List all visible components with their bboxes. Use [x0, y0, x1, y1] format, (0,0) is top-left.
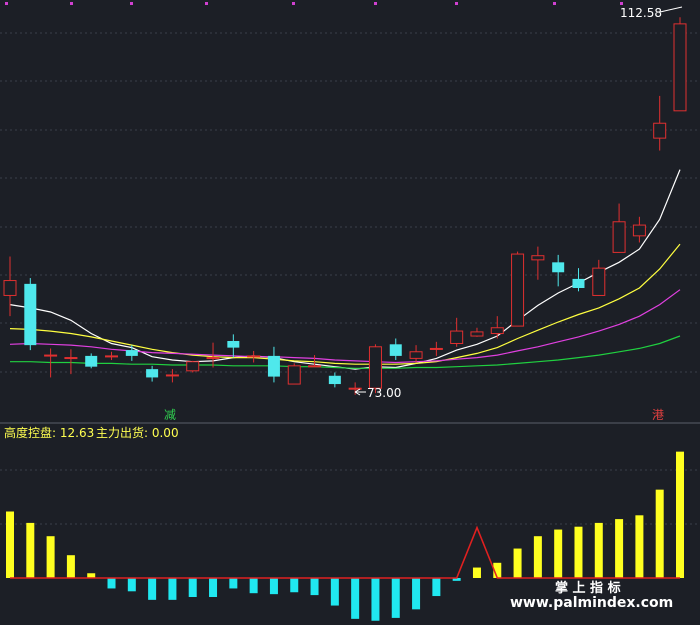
indicator-bar-positive [676, 451, 684, 578]
indicator-bar-negative [209, 578, 218, 597]
top-dot [130, 2, 133, 5]
indicator-bar-negative [229, 578, 238, 589]
indicator-bar-negative [330, 578, 339, 606]
indicator-bar-positive [615, 519, 624, 578]
indicator-bar-positive [46, 536, 55, 578]
top-dot [5, 2, 8, 5]
indicator-bar-positive [87, 573, 96, 578]
indicator-bar-negative [391, 578, 400, 618]
indicator-bar-negative [310, 578, 319, 596]
indicator-bar-negative [107, 578, 116, 589]
candle-body-up [450, 330, 464, 344]
moving-average-lines [9, 169, 681, 370]
candle-body-up [308, 365, 322, 368]
indicator-legend-out: 主力出货: 0.00 [96, 425, 179, 440]
candle-body-up [632, 224, 646, 237]
indicator-legend-name: 高度控盘: 12.63 [4, 425, 94, 440]
candle-body-up [531, 255, 545, 261]
ma-line [9, 243, 681, 365]
ma-line [9, 289, 681, 364]
low-price-label: 73.00 [367, 386, 401, 400]
marker-left-text: 减 [164, 408, 176, 422]
indicator-bar-negative [432, 578, 441, 597]
indicator-bar-positive [513, 548, 522, 578]
indicator-bar-negative [452, 578, 461, 581]
grid-lines [0, 32, 700, 525]
indicator-bar-negative [148, 578, 157, 600]
signal-line [10, 525, 680, 579]
indicator-bar-negative [249, 578, 258, 594]
indicator-bar-positive [594, 522, 603, 578]
indicator-bar-positive [493, 562, 502, 578]
candle-body-up [612, 221, 626, 253]
candle-body-up [673, 23, 687, 112]
candle-body-up [165, 374, 179, 377]
top-dot [70, 2, 73, 5]
indicator-bar-negative [351, 578, 360, 619]
candle-body-up [64, 357, 78, 360]
candle-body-up [247, 355, 261, 358]
ma-line [9, 169, 681, 370]
indicator-bar-negative [371, 578, 380, 621]
indicator-bar-negative [188, 578, 197, 597]
candle-body-down [125, 350, 138, 356]
candle-body-down [328, 375, 341, 385]
candle-body-down [552, 262, 565, 273]
candle-body-up [186, 361, 200, 372]
candle-body-up [409, 351, 423, 359]
candle-body-up [429, 347, 443, 350]
top-dot [620, 2, 623, 5]
candle-body-up [490, 327, 504, 335]
candle-body-up [511, 253, 525, 327]
indicator-bar-negative [269, 578, 278, 595]
indicator-bar-positive [635, 515, 644, 578]
candle-body-up [653, 122, 667, 139]
candle-body-down [146, 369, 159, 378]
candle-body-up [287, 365, 301, 385]
top-dot [292, 2, 295, 5]
candle-body-up [44, 354, 58, 357]
indicator-bar-positive [66, 555, 75, 578]
top-dot [455, 2, 458, 5]
candle-body-down [24, 283, 37, 346]
ma-line [10, 335, 681, 369]
candle-body-up [348, 387, 362, 390]
candle-body-up [592, 267, 606, 296]
candle-body-up [368, 346, 382, 389]
candle-body-down [572, 278, 585, 289]
high-price-arrow [659, 6, 683, 13]
indicator-bar-positive [655, 489, 664, 578]
low-price-arrowhead [354, 388, 361, 396]
top-dot [205, 2, 208, 5]
top-dot [553, 2, 556, 5]
candle-body-up [470, 331, 484, 337]
indicator-bars [6, 451, 684, 621]
top-dot [374, 2, 377, 5]
top-dot-markers [5, 2, 623, 5]
indicator-bar-negative [290, 578, 299, 593]
indicator-bar-positive [6, 511, 14, 578]
high-price-label: 112.58 [620, 6, 662, 20]
watermark-cn: 掌 上 指 标 [555, 580, 621, 596]
indicator-bar-positive [26, 522, 35, 578]
indicator-bar-negative [127, 578, 136, 592]
indicator-bar-negative [168, 578, 177, 600]
candlesticks [3, 17, 687, 395]
candle-body-up [3, 280, 17, 296]
marker-right-text: 港 [652, 408, 664, 422]
watermark-url: www.palmindex.com [510, 595, 673, 611]
candle-body-up [206, 357, 220, 360]
candle-body-down [85, 355, 98, 367]
candle-body-down [227, 340, 240, 348]
candle-body-down [267, 355, 280, 377]
indicator-bar-positive [574, 526, 583, 578]
indicator-bar-positive [533, 536, 542, 578]
indicator-bar-negative [412, 578, 421, 610]
candle-body-up [105, 355, 119, 358]
indicator-bar-positive [554, 529, 563, 578]
indicator-bar-positive [472, 567, 481, 578]
candle-body-down [389, 344, 402, 356]
